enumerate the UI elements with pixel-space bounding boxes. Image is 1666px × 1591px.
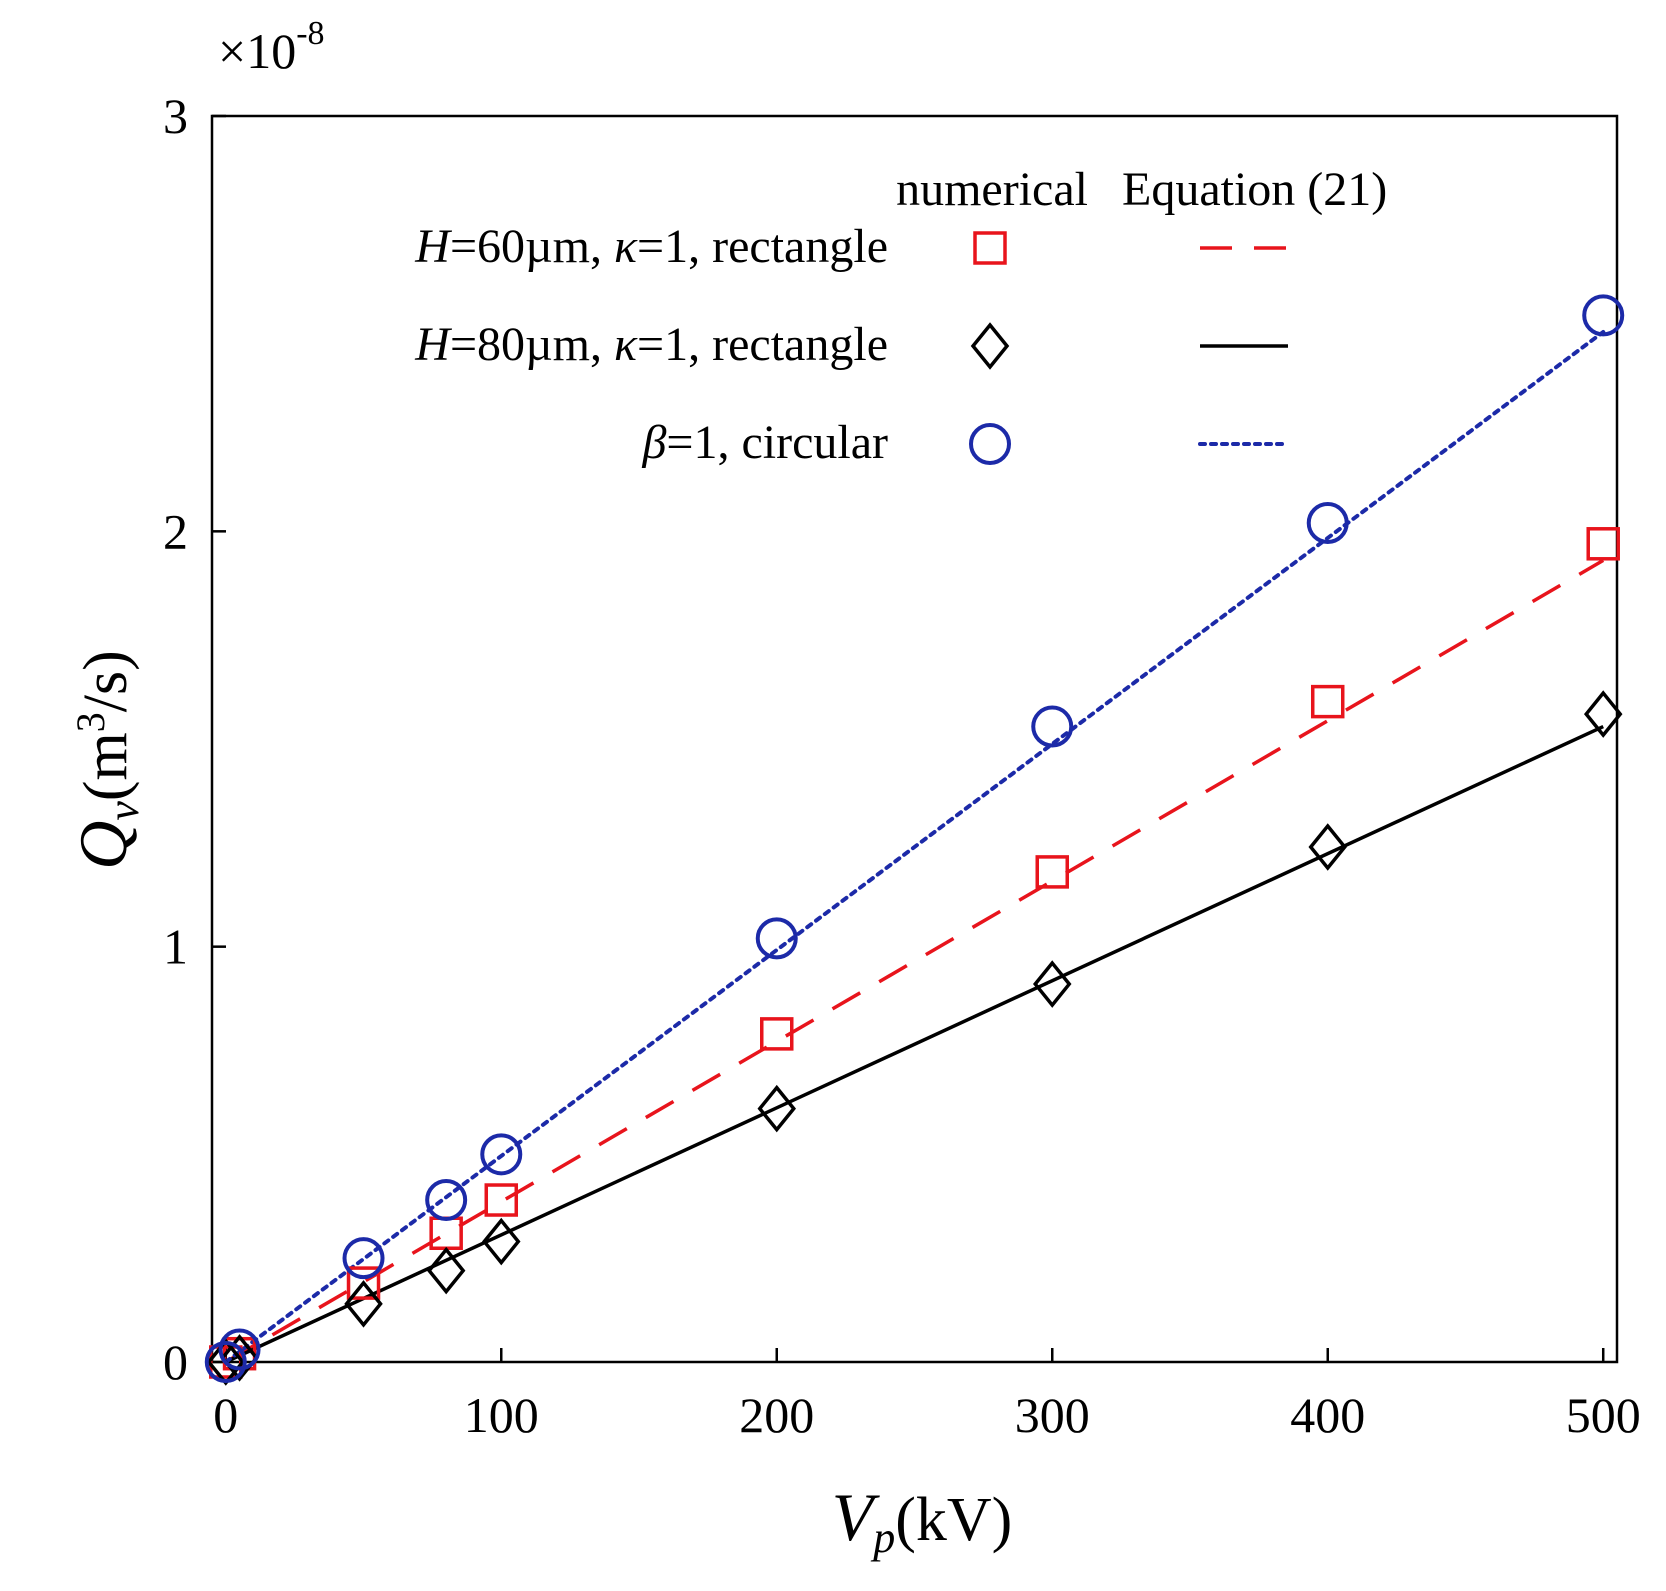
x-tick-label: 300 [1015,1387,1090,1443]
data-point-series-2 [757,1084,797,1133]
data-point-series-3 [755,917,798,960]
legend-marker-series-3 [969,423,1011,465]
legend-header-equation: Equation (21) [1122,163,1387,216]
x-tick-label: 0 [213,1387,238,1443]
data-point-series-2 [482,1217,521,1266]
plot-frame [210,114,1619,1364]
x-tick-label: 500 [1566,1387,1641,1443]
data-point-series-1 [346,1266,381,1300]
legend-marker-series-1 [973,231,1007,265]
data-point-series-1 [1035,855,1069,889]
fit-line-series-3 [223,329,1606,1364]
y-tick-label: 0 [163,1334,188,1390]
data-point-series-2 [1583,690,1623,738]
legend: numerical Equation (21) H=60µm, κ=1, rec… [414,163,1387,469]
data-point-series-1 [1586,527,1620,561]
y-axis-title: Qv(m3/s) [65,650,148,870]
y-multiplier: ×10-8 [218,15,325,79]
legend-label-series-2: H=80µm, κ=1, rectangle [414,318,888,371]
x-tick-label: 400 [1290,1387,1365,1443]
plot-area [210,114,1619,1364]
data-point-series-3 [1582,294,1625,337]
data-point-series-2 [426,1246,466,1295]
fit-lines [223,329,1606,1364]
y-tick-label: 1 [163,919,188,975]
legend-header-numerical: numerical [896,163,1088,216]
y-tick-label: 2 [163,503,188,559]
data-point-series-3 [480,1133,523,1176]
data-point-series-1 [1310,684,1345,719]
y-tick-label: 3 [163,88,188,144]
data-point-series-2 [220,1334,259,1382]
data-point-series-2 [1308,823,1347,871]
data-point-series-1 [484,1183,519,1217]
data-point-series-3 [204,1341,247,1383]
data-point-series-3 [1031,705,1074,748]
legend-marker-series-2 [970,322,1010,370]
x-tick-label: 200 [739,1387,814,1443]
data-point-series-3 [218,1328,261,1371]
x-axis-title: Vp(kV) [832,1479,1013,1562]
legend-label-series-3: β=1, circular [641,416,888,469]
fit-line-series-2 [225,724,1604,1364]
axis-ticks: 0 100 200 300 400 500 0 1 2 3 [163,88,1641,1443]
legend-label-series-1: H=60µm, κ=1, rectangle [414,220,888,273]
data-point-series-2 [1032,960,1072,1008]
data-point-series-1 [760,1017,794,1051]
x-tick-label: 100 [464,1387,539,1443]
data-point-series-3 [342,1237,385,1280]
data-point-series-1 [429,1216,463,1250]
data-markers [204,294,1625,1386]
data-point-series-3 [1306,502,1349,545]
data-point-series-3 [425,1179,468,1222]
data-point-series-2 [344,1280,383,1328]
